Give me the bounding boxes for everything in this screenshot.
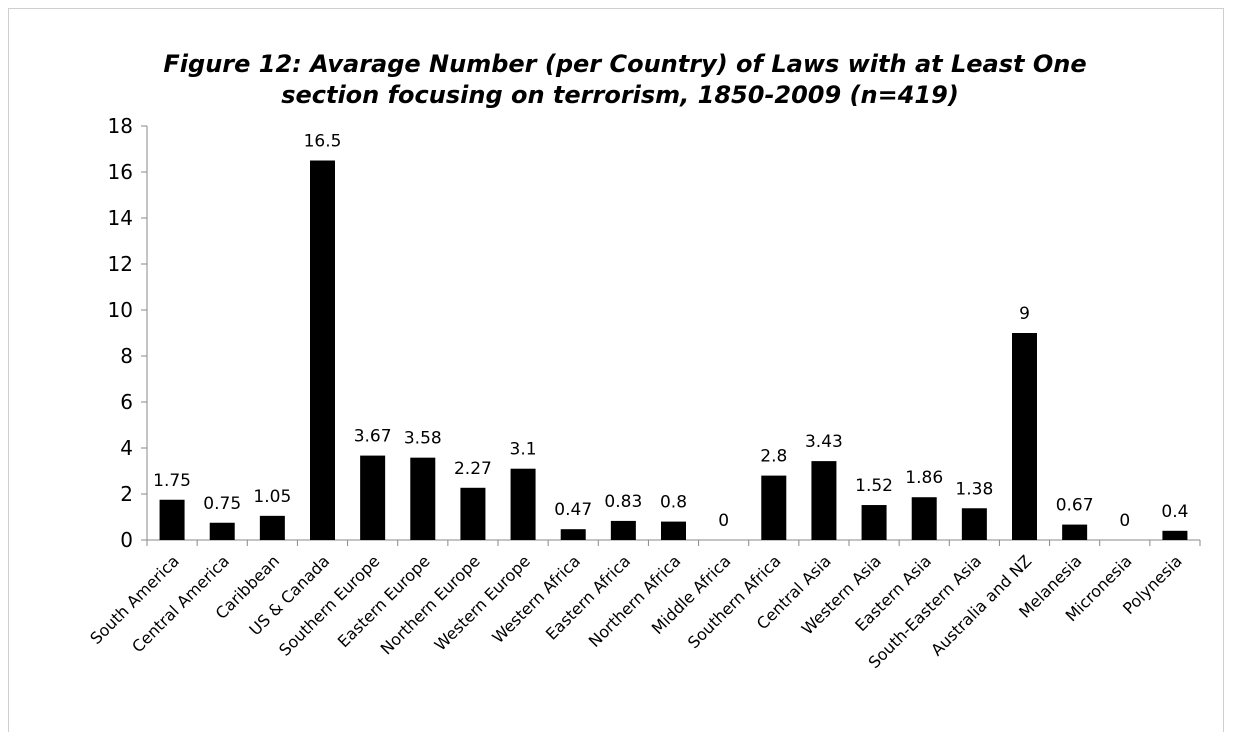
chart-subtitle: section focusing on terrorism, 1850-2009…: [281, 81, 959, 109]
data-label: 3.43: [805, 432, 843, 452]
data-labels: 1.75 0.75 1.05 16.5 3.67 3.58 2.27 3.1 0.47 0.83 0…: [153, 132, 1188, 532]
category-label: Western Africa: [488, 551, 584, 647]
data-label: 1.38: [955, 479, 993, 499]
bar: [811, 461, 837, 540]
chart-title: Figure 12: Avarage Number (per Country) …: [163, 50, 1086, 78]
data-label: 0.8: [660, 493, 687, 513]
y-tick-label: 2: [120, 482, 133, 506]
data-label: 9: [1019, 304, 1030, 324]
bar: [209, 522, 235, 540]
bar: [1062, 524, 1088, 540]
data-label: 1.75: [153, 471, 191, 491]
data-label: 3.67: [354, 427, 392, 447]
category-label: South America: [86, 551, 183, 648]
category-label: Northern Africa: [585, 551, 685, 651]
data-label: 3.58: [404, 429, 442, 449]
data-label: 0.4: [1161, 502, 1188, 522]
bar: [410, 457, 436, 540]
y-tick-label: 14: [108, 206, 133, 230]
bar: [610, 520, 636, 540]
data-label: 0.75: [203, 494, 241, 514]
bars: [159, 160, 1188, 540]
y-tick-label: 12: [108, 252, 133, 276]
bar: [360, 455, 386, 540]
data-label: 0: [1119, 511, 1130, 531]
bar: [1162, 530, 1188, 540]
bar: [961, 508, 987, 540]
data-label: 16.5: [304, 132, 342, 152]
category-label: Eastern Europe: [334, 551, 434, 651]
data-label: 0.83: [604, 492, 642, 512]
data-label: 1.05: [253, 487, 291, 507]
bar: [1012, 333, 1037, 540]
data-label: 3.1: [510, 440, 537, 460]
data-label: 1.86: [905, 468, 943, 488]
bar: [159, 499, 185, 540]
y-tick-label: 16: [108, 160, 133, 184]
y-tick-label: 10: [108, 298, 133, 322]
bar: [761, 475, 787, 540]
y-tick-label: 0: [120, 528, 133, 552]
data-label: 2.8: [760, 447, 787, 467]
y-axis: 0 2 4 6 8 10 12 14 16 18: [108, 114, 148, 552]
bar: [911, 497, 937, 540]
bar: [460, 487, 486, 540]
category-label: Southern Africa: [684, 551, 785, 652]
data-label: 2.27: [454, 459, 492, 479]
data-label: 0.47: [554, 500, 592, 520]
data-label: 0.67: [1056, 496, 1094, 516]
chart-frame: [8, 8, 1224, 732]
y-tick-label: 6: [120, 390, 133, 414]
bar: [259, 515, 285, 540]
y-tick-label: 18: [108, 114, 133, 138]
y-tick-label: 4: [120, 436, 133, 460]
x-axis: [146, 539, 1201, 546]
bar: [861, 505, 887, 540]
bar: [661, 521, 686, 540]
y-tick-label: 8: [120, 344, 133, 368]
bar: [310, 160, 335, 540]
bar: [510, 468, 536, 540]
data-label: 0: [718, 511, 729, 531]
data-label: 1.52: [855, 476, 893, 496]
bar: [560, 529, 586, 540]
